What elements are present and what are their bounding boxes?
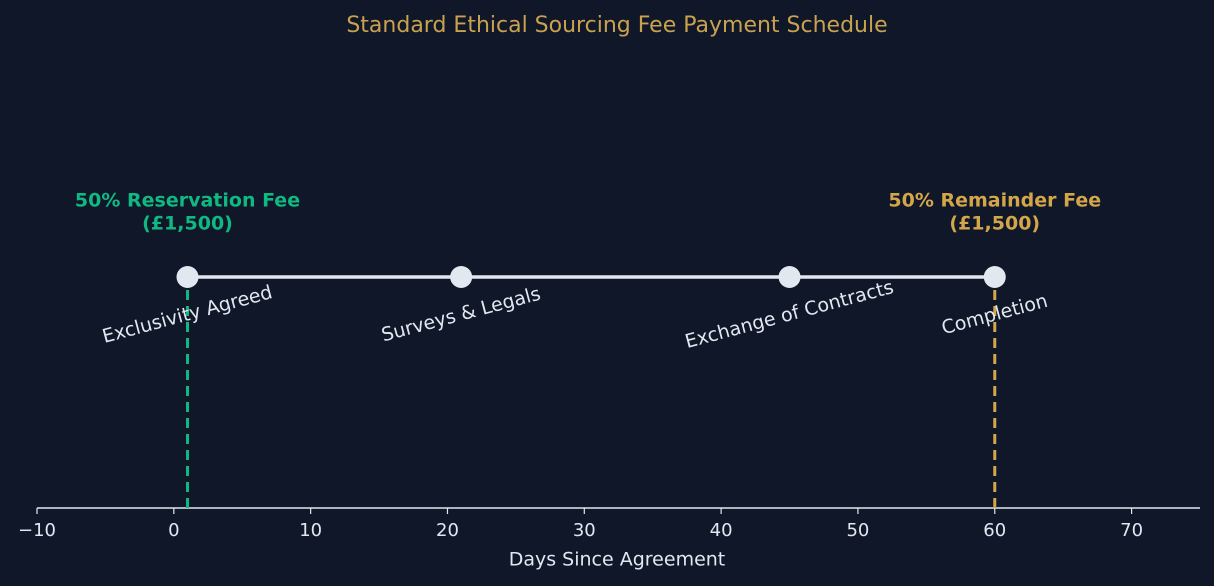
milestone-point — [983, 266, 1006, 288]
payment-annotation: (£1,500) — [949, 213, 1040, 235]
x-tick-label: 10 — [299, 520, 322, 541]
milestone-point — [450, 266, 473, 288]
x-tick-label: 20 — [436, 520, 459, 541]
x-tick-label: 50 — [846, 520, 869, 541]
x-tick-label: −10 — [18, 520, 56, 541]
x-tick-label: 70 — [1120, 520, 1143, 541]
x-tick-label: 40 — [710, 520, 733, 541]
x-tick-label: 60 — [983, 520, 1006, 541]
x-tick-label: 30 — [573, 520, 596, 541]
x-tick-label: 0 — [168, 520, 179, 541]
milestone-point — [778, 266, 801, 288]
payment-annotation: 50% Remainder Fee — [888, 190, 1101, 212]
payment-annotation: 50% Reservation Fee — [75, 190, 300, 212]
chart-title: Standard Ethical Sourcing Fee Payment Sc… — [346, 13, 887, 38]
x-axis-label: Days Since Agreement — [509, 549, 726, 571]
milestone-point — [176, 266, 199, 288]
payment-annotation: (£1,500) — [142, 213, 233, 235]
